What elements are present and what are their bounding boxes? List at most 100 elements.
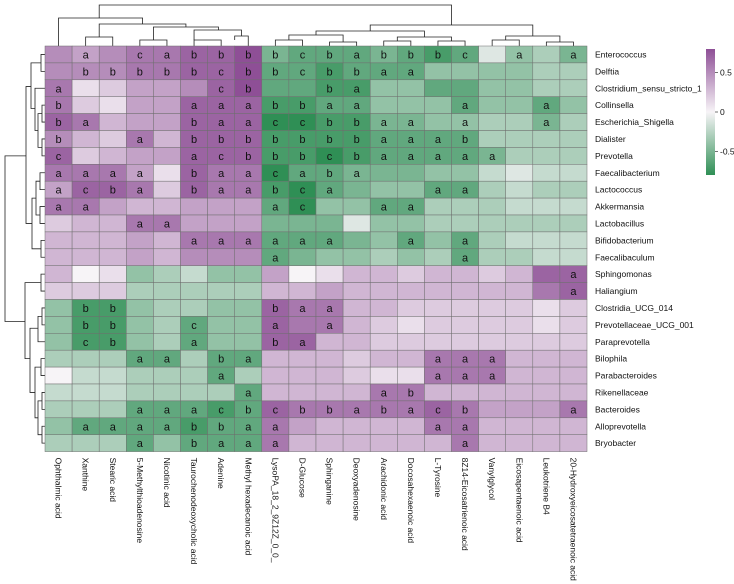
significance-letter: a	[272, 202, 279, 214]
significance-letter: a	[462, 185, 469, 197]
heatmap-cell	[153, 248, 181, 266]
significance-letter: b	[326, 404, 332, 416]
row-label: Akkermansia	[595, 202, 644, 212]
heatmap-cell	[126, 248, 154, 266]
heatmap-cell	[532, 349, 561, 368]
dendrogram-branch	[40, 54, 45, 72]
heatmap-cell	[369, 299, 398, 317]
heatmap-cell	[369, 316, 398, 334]
heatmap-cell	[559, 299, 588, 317]
significance-letter: a	[83, 202, 90, 214]
heatmap-cell	[505, 130, 534, 148]
significance-letter: b	[326, 117, 332, 129]
heatmap-cell	[44, 349, 73, 368]
heatmap-cell	[126, 96, 154, 114]
heatmap-cell	[288, 265, 317, 283]
heatmap-cell	[397, 214, 425, 233]
significance-letter: b	[191, 438, 197, 450]
heatmap-cell	[315, 333, 344, 351]
significance-letter: a	[218, 168, 225, 180]
heatmap-cell	[424, 164, 452, 182]
heatmap-cell	[207, 299, 235, 317]
significance-letter: b	[110, 185, 116, 197]
significance-letter: a	[137, 421, 144, 433]
significance-letter: a	[354, 168, 361, 180]
heatmap-cell	[71, 214, 100, 233]
heatmap-cell	[71, 248, 100, 266]
dendrogram-branch	[35, 180, 40, 216]
significance-letter: b	[462, 134, 468, 146]
heatmap-cell	[559, 164, 588, 182]
significance-letter: b	[299, 134, 305, 146]
dendrogram-branch	[40, 358, 45, 376]
heatmap-cell	[369, 180, 398, 199]
significance-letter: a	[218, 371, 225, 383]
heatmap-cell	[451, 164, 479, 182]
heatmap-cell	[397, 248, 425, 266]
heatmap-cell	[451, 214, 479, 233]
heatmap-cell	[369, 349, 398, 368]
significance-letter: a	[164, 404, 171, 416]
heatmap-cell	[451, 333, 479, 351]
heatmap-cell	[315, 248, 344, 266]
heatmap-cell	[532, 400, 561, 419]
significance-letter: c	[218, 151, 224, 163]
dendrogram-branch	[274, 39, 303, 46]
dendrogram-branch	[41, 392, 45, 410]
significance-letter: b	[272, 134, 278, 146]
heatmap-cell	[98, 130, 127, 148]
heatmap-cell	[478, 231, 506, 250]
significance-letter: a	[381, 134, 388, 146]
significance-letter: b	[191, 117, 197, 129]
significance-letter: a	[272, 421, 279, 433]
heatmap-cell	[342, 299, 371, 317]
heatmap-cell	[288, 417, 317, 435]
heatmap-cell	[207, 383, 235, 402]
heatmap-cell	[424, 214, 452, 233]
heatmap-cell	[424, 265, 452, 283]
dendrogram-branch	[39, 172, 45, 191]
heatmap-cell	[369, 164, 398, 182]
significance-letter: b	[272, 303, 278, 315]
heatmap-cell	[153, 383, 181, 402]
heatmap-cell	[234, 214, 263, 233]
heatmap-cell	[342, 333, 371, 351]
heatmap-cell	[505, 282, 534, 300]
heatmap-cell	[397, 434, 425, 452]
heatmap-cell	[478, 333, 506, 351]
row-label: Collinsella	[595, 100, 634, 110]
significance-letter: a	[381, 151, 388, 163]
significance-letter: a	[272, 320, 279, 332]
heatmap-cell	[532, 383, 561, 402]
significance-letter: b	[245, 83, 251, 95]
column-labels: Ophthalmic acid Xanthine Stearic acid 5-Met…	[54, 458, 579, 582]
significance-letter: c	[300, 49, 306, 61]
heatmap-cell	[180, 349, 208, 368]
heatmap-cell	[342, 248, 371, 266]
row-label: Haliangium	[595, 286, 638, 296]
heatmap-cell	[153, 282, 181, 300]
heatmap-cell	[71, 147, 100, 165]
column-label: Taurochenodeoxycholic acid	[189, 458, 199, 565]
heatmap-cell	[559, 248, 588, 266]
heatmap-cell	[424, 113, 452, 131]
significance-letter: b	[381, 404, 387, 416]
significance-letter: b	[354, 117, 360, 129]
significance-letter: c	[218, 66, 224, 78]
significance-letter: a	[326, 185, 333, 197]
heatmap-cell	[153, 164, 181, 182]
dendrogram-branch	[34, 87, 45, 131]
row-label: Bifidobacterium	[595, 235, 654, 245]
significance-letter: a	[191, 404, 198, 416]
significance-letter: a	[543, 100, 550, 112]
heatmap-cell	[44, 383, 73, 402]
significance-letter: b	[272, 151, 278, 163]
dendrogram-branch	[437, 40, 466, 46]
significance-letter: a	[570, 286, 577, 298]
significance-letter: b	[435, 49, 441, 61]
heatmap-cell	[234, 282, 263, 300]
heatmap-cell	[424, 197, 452, 216]
significance-letter: a	[272, 235, 279, 247]
heatmap-cell	[126, 79, 154, 97]
heatmap-cell	[234, 316, 263, 334]
